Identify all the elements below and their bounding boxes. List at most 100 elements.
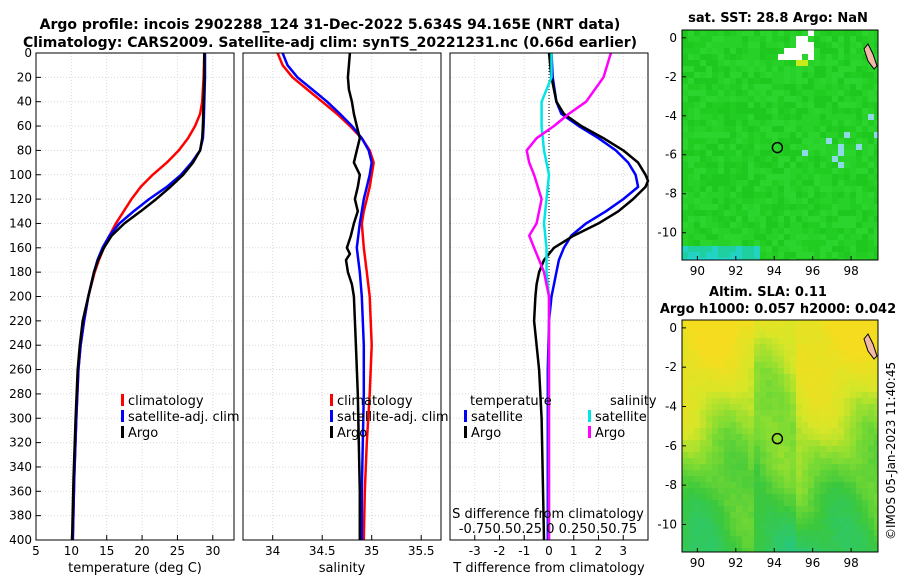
sla-map-field — [682, 320, 878, 552]
sla-map-cell — [850, 422, 856, 428]
sst-map-cell — [802, 180, 808, 186]
sst-map-cell — [742, 162, 748, 168]
sst-map-cell — [748, 138, 754, 144]
difference-axes-frame — [449, 52, 649, 541]
sla-map-cell — [790, 362, 796, 368]
sla-map-cell — [718, 470, 724, 476]
sst-map-cell — [718, 192, 724, 198]
sla-map-cell — [874, 482, 878, 488]
sst-map-cell — [730, 42, 736, 48]
sla-map-cell — [808, 482, 814, 488]
sla-map-cell — [712, 488, 718, 494]
sla-map-cell — [862, 398, 868, 404]
sst-map-cell — [808, 222, 814, 228]
sla-map-cell — [724, 524, 730, 530]
sla-map-cell — [814, 350, 820, 356]
sst-map-cell — [802, 258, 808, 260]
sla-map-cell — [874, 398, 878, 404]
sla-map-cell — [844, 524, 850, 530]
sst-map-cell — [748, 114, 754, 120]
sst-map-cell — [868, 108, 874, 114]
sst-map-cell — [802, 30, 808, 36]
sla-map-cell — [856, 482, 862, 488]
sla-map-cell — [682, 488, 688, 494]
sla-map-cell — [790, 434, 796, 440]
sla-map-cell — [730, 320, 736, 326]
sst-map-cell — [820, 222, 826, 228]
sst-map-cell — [736, 90, 742, 96]
sst-map-cell — [808, 204, 814, 210]
sst-map-cell — [838, 84, 844, 90]
sst-map-cell — [724, 60, 730, 66]
sst-map-cell — [838, 240, 844, 246]
sla-map-cell — [742, 464, 748, 470]
sla-map-cell — [772, 530, 778, 536]
sla-map-cell — [850, 362, 856, 368]
sla-map-cell — [742, 422, 748, 428]
sla-map-cell — [718, 428, 724, 434]
sla-map-cell — [724, 374, 730, 380]
sla-map-cell — [712, 446, 718, 452]
sla-map-cell — [790, 488, 796, 494]
sst-map-cell — [760, 210, 766, 216]
sla-map-cell — [784, 530, 790, 536]
sst-map-cell — [760, 222, 766, 228]
sla-map-cell — [688, 548, 694, 552]
sst-map-cell — [820, 258, 826, 260]
sst-map-cell — [874, 66, 878, 72]
sst-map-cell — [718, 186, 724, 192]
sla-map-cell — [784, 476, 790, 482]
sla-map-cell — [682, 470, 688, 476]
sla-map-cell — [796, 548, 802, 552]
sla-map-cell — [748, 500, 754, 506]
sla-map-cell — [802, 428, 808, 434]
sla-map-cell — [826, 386, 832, 392]
sla-map-cell — [724, 386, 730, 392]
sst-map-cell — [724, 240, 730, 246]
sla-map-cell — [772, 320, 778, 326]
sla-map-cell — [784, 440, 790, 446]
sla-map-cell — [868, 368, 874, 374]
sla-map-cell — [844, 422, 850, 428]
sst-map-cell — [730, 36, 736, 42]
sla-map-cell — [736, 506, 742, 512]
sst-map-cell — [724, 96, 730, 102]
sst-map-cell — [688, 192, 694, 198]
sst-map-cell — [748, 258, 754, 260]
sla-map-cell — [802, 500, 808, 506]
sst-map-cell — [838, 150, 844, 156]
sla-map-cell — [862, 332, 868, 338]
sst-map-cell — [688, 96, 694, 102]
sla-map-cell — [694, 470, 700, 476]
sst-map-cell — [754, 186, 760, 192]
sst-map-cell — [784, 102, 790, 108]
sst-map-cell — [850, 72, 856, 78]
sst-map-cell — [742, 258, 748, 260]
sst-map-cell — [724, 72, 730, 78]
sla-map-cell — [826, 362, 832, 368]
sla-map-cell — [862, 380, 868, 386]
sla-map-cell — [856, 338, 862, 344]
sla-map-cell — [874, 506, 878, 512]
sst-map-cell — [832, 222, 838, 228]
sla-map-cell — [682, 338, 688, 344]
sla-map-cell — [712, 362, 718, 368]
sst-map-cell — [856, 174, 862, 180]
sst-map-cell — [838, 132, 844, 138]
sst-map-cell — [820, 228, 826, 234]
sla-map-cell — [724, 380, 730, 386]
sla-map-cell — [814, 362, 820, 368]
sla-map-cell — [682, 512, 688, 518]
sst-map-cell — [820, 168, 826, 174]
sla-map-cell — [694, 494, 700, 500]
sst-map-cell — [868, 114, 874, 120]
sla-map-cell — [856, 398, 862, 404]
sla-map-cell — [790, 398, 796, 404]
sla-map-cell — [682, 416, 688, 422]
sst-map-cell — [760, 72, 766, 78]
sla-map-cell — [748, 542, 754, 548]
sst-map-cell — [790, 192, 796, 198]
sst-map-cell — [682, 102, 688, 108]
sst-map-cell — [874, 234, 878, 240]
sst-map-cell — [856, 246, 862, 252]
